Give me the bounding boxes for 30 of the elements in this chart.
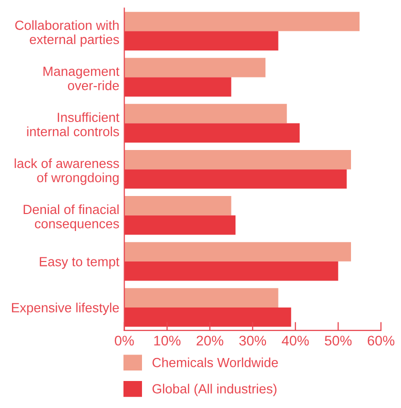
bar — [124, 307, 292, 327]
x-tick-label: 40% — [282, 336, 309, 346]
x-tick-label: 20% — [196, 336, 224, 346]
x-tick-label: 30% — [239, 336, 266, 346]
x-tick-label: 0% — [114, 336, 134, 346]
bar — [124, 288, 278, 308]
bar — [124, 123, 300, 143]
y-tick-label: Insufficient internal controls — [27, 112, 120, 136]
y-tick-label: Collaboration with external parties — [15, 20, 119, 47]
bar — [124, 261, 338, 281]
bar — [124, 215, 236, 235]
bar — [124, 12, 360, 32]
bar — [124, 58, 266, 78]
bar — [124, 150, 352, 170]
bar — [124, 196, 232, 216]
legend-label: Chemicals Worldwide — [152, 358, 278, 368]
y-tick-label: lack of awareness of wrongdoing — [14, 158, 119, 185]
y-tick-label: Expensive lifestyle — [12, 302, 119, 315]
bar — [124, 77, 232, 97]
legend-label: Global (All industries) — [152, 384, 276, 396]
bar — [124, 31, 278, 51]
x-tick-label: 60% — [368, 336, 394, 346]
x-tick-label: 50% — [324, 336, 352, 346]
bar — [124, 104, 287, 124]
y-tick-label: Easy to tempt — [40, 257, 120, 269]
x-tick-label: 10% — [154, 336, 180, 346]
y-tick-label: Denial of finacial consequences — [24, 204, 119, 231]
bar — [124, 169, 347, 189]
y-tick-label: Management over-ride — [44, 66, 120, 90]
bar — [124, 242, 352, 262]
